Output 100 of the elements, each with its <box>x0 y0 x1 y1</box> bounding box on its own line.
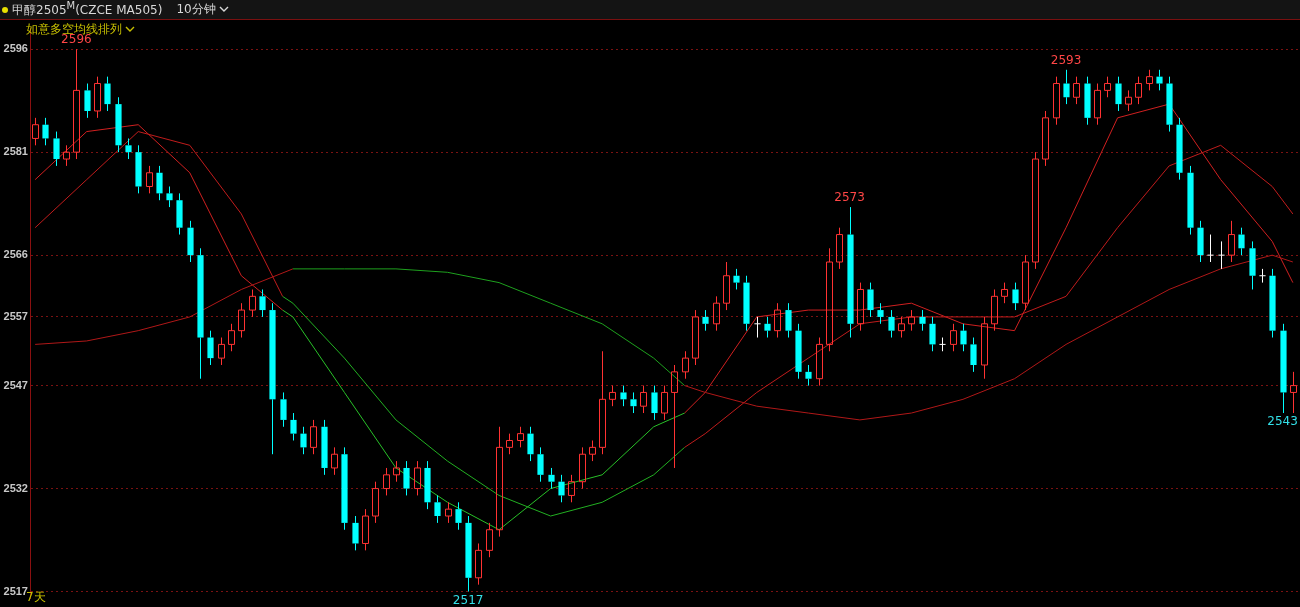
candlestick <box>548 467 555 490</box>
candlestick <box>84 83 91 119</box>
candlestick <box>115 96 122 153</box>
candlestick <box>1012 282 1019 311</box>
candlestick <box>207 330 214 366</box>
candlestick <box>919 309 926 332</box>
candlestick <box>774 302 781 339</box>
candlestick <box>1197 220 1204 263</box>
candlestick <box>960 323 967 352</box>
candlestick <box>620 385 627 407</box>
candlestick <box>1228 220 1235 263</box>
candlestick <box>352 515 359 551</box>
candlestick <box>1053 76 1060 126</box>
candlestick <box>166 186 173 208</box>
candlestick <box>1115 76 1122 112</box>
candlestick <box>970 337 977 373</box>
candlestick <box>321 419 328 476</box>
candlestick <box>434 494 441 524</box>
annotation: 7天 <box>26 590 46 604</box>
candlestick <box>743 275 750 332</box>
y-tick-label: 2596 <box>3 42 28 55</box>
y-tick-label: 2557 <box>3 309 28 322</box>
candlestick <box>537 446 544 483</box>
candlestick <box>826 247 833 352</box>
y-tick-label: 2517 <box>3 584 28 597</box>
candlestick <box>713 295 720 332</box>
candlestick <box>187 220 194 263</box>
candlestick <box>723 261 730 311</box>
candlestick <box>1206 234 1215 263</box>
candlestick <box>1156 69 1163 91</box>
candlestick <box>63 144 70 167</box>
candlestick <box>300 426 307 455</box>
candlestick <box>857 282 864 332</box>
candlestick <box>280 391 287 428</box>
candlestick <box>1166 76 1173 133</box>
candlestick <box>135 144 142 194</box>
candlestick <box>104 76 111 112</box>
candlestick <box>1094 83 1101 126</box>
candlestick <box>1280 323 1287 414</box>
candlestick <box>1217 240 1226 270</box>
candlestick <box>579 446 586 490</box>
candlestick <box>125 137 132 160</box>
candlestick <box>671 364 678 469</box>
candlestick <box>393 460 400 483</box>
candlestick <box>805 364 812 387</box>
candlestick <box>1063 69 1070 105</box>
chart-subtitle: 10分钟 <box>176 1 216 18</box>
candlestick <box>290 412 297 441</box>
candlestick <box>1238 227 1245 256</box>
candlestick <box>753 316 762 339</box>
candlestick <box>991 288 998 332</box>
candlestick <box>733 268 740 290</box>
candlestick <box>424 460 431 510</box>
candlestick <box>929 316 936 352</box>
candlestick <box>1249 240 1256 290</box>
y-tick-label: 2581 <box>3 145 28 158</box>
candlestick <box>269 302 276 455</box>
candlestick <box>445 501 452 524</box>
candlestick <box>847 206 854 339</box>
candlestick <box>197 247 204 380</box>
candlestick <box>558 474 565 503</box>
candlestick <box>403 460 410 496</box>
y-tick-label: 2547 <box>3 378 28 391</box>
candlestick <box>898 316 905 339</box>
candlestick <box>981 316 988 380</box>
candlestick <box>1187 165 1194 236</box>
annotation: 2593 <box>1050 52 1082 67</box>
candlestick <box>496 426 503 538</box>
candlestick <box>651 385 658 421</box>
candlestick <box>527 426 534 462</box>
candlestick <box>176 192 183 236</box>
candlestick <box>331 446 338 476</box>
y-tick-label: 2566 <box>3 248 28 261</box>
candlestick <box>455 501 462 531</box>
candlestick <box>156 165 163 201</box>
candlestick <box>341 446 348 531</box>
candlestick <box>73 48 80 160</box>
candlestick <box>249 288 256 318</box>
candlestick <box>259 288 266 318</box>
candlestick <box>1084 76 1091 126</box>
candlestick <box>1258 268 1267 284</box>
annotation: 2543 <box>1267 414 1298 429</box>
candlestick <box>475 542 482 586</box>
candlestick <box>888 309 895 339</box>
candlestick <box>1125 89 1132 112</box>
candlestick <box>908 309 915 332</box>
candlestick <box>1176 117 1183 181</box>
y-tick-label: 2532 <box>3 481 28 494</box>
candlestick <box>465 515 472 593</box>
chart-title: 甲醇2505$^{M}$(CZCE MA505) <box>12 0 163 19</box>
candlestick <box>53 131 60 167</box>
candlestick <box>785 302 792 339</box>
candlestick <box>599 350 606 455</box>
annotation: 2573 <box>834 190 865 205</box>
candlestick <box>702 309 709 332</box>
annotation: 2517 <box>452 592 484 607</box>
candlestick <box>630 391 637 414</box>
candlestick <box>1269 268 1276 339</box>
candlestick <box>816 337 823 387</box>
candlestick <box>867 282 874 318</box>
